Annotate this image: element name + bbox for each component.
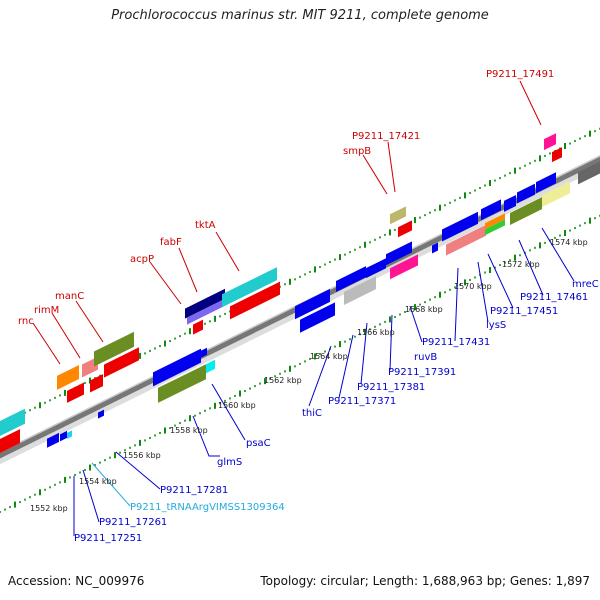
- label-P9211-17421[interactable]: P9211_17421: [352, 131, 420, 142]
- gene-feature[interactable]: [398, 220, 412, 238]
- label-P9211-17281[interactable]: P9211_17281: [160, 485, 228, 496]
- kbp-label: 1566 kbp: [357, 328, 395, 337]
- gene-feature[interactable]: [386, 241, 412, 266]
- gene-feature[interactable]: [98, 409, 104, 419]
- map-title: Prochlorococcus marinus str. MIT 9211, c…: [111, 8, 489, 23]
- gene-feature[interactable]: [552, 147, 562, 163]
- gene-feature[interactable]: [206, 359, 215, 374]
- reverse-labels: P9211_17251 P9211_17261 P9211_tRNAArgVIM…: [74, 279, 599, 544]
- label-smpB[interactable]: smpB: [343, 146, 371, 157]
- kbp-label: 1568 kbp: [405, 305, 443, 314]
- gene-feature[interactable]: [517, 183, 535, 204]
- label-rimM[interactable]: rimM: [34, 305, 59, 316]
- gene-feature[interactable]: [158, 364, 206, 403]
- gene-feature[interactable]: [0, 429, 20, 463]
- gene-feature[interactable]: [510, 197, 542, 225]
- label-P9211-17371[interactable]: P9211_17371: [328, 396, 396, 407]
- gene-feature[interactable]: [432, 242, 438, 254]
- gene-feature[interactable]: [67, 382, 84, 403]
- gene-feature[interactable]: [57, 364, 79, 390]
- label-P9211-17391[interactable]: P9211_17391: [388, 367, 456, 378]
- label-mreC[interactable]: mreC: [572, 279, 599, 290]
- upper-tick-row: [0, 127, 600, 426]
- gene-feature[interactable]: [67, 430, 72, 439]
- kbp-label: 1570 kbp: [454, 282, 492, 291]
- label-ruvB[interactable]: ruvB: [414, 352, 437, 363]
- gene-feature[interactable]: [47, 432, 59, 448]
- label-P9211-17491[interactable]: P9211_17491: [486, 69, 554, 80]
- reverse-genes: [47, 161, 600, 448]
- gene-feature[interactable]: [504, 194, 516, 212]
- topology-text: Topology: circular; Length: 1,688,963 bp…: [260, 574, 590, 588]
- kbp-label: 1556 kbp: [123, 451, 161, 460]
- gene-feature[interactable]: [222, 267, 277, 308]
- label-P9211-17431[interactable]: P9211_17431: [422, 337, 490, 348]
- label-tktA[interactable]: tktA: [195, 220, 216, 231]
- label-P9211-17451[interactable]: P9211_17451: [490, 306, 558, 317]
- gene-feature[interactable]: [94, 331, 134, 367]
- gene-feature[interactable]: [153, 348, 201, 387]
- gene-feature[interactable]: [60, 430, 67, 442]
- label-P9211-17381[interactable]: P9211_17381: [357, 382, 425, 393]
- gene-feature[interactable]: [485, 219, 505, 236]
- kbp-scale: 1552 kbp 1554 kbp 1556 kbp 1558 kbp 1560…: [30, 238, 588, 513]
- kbp-label: 1572 kbp: [502, 260, 540, 269]
- gene-feature[interactable]: [193, 319, 203, 335]
- gene-feature[interactable]: [104, 347, 139, 378]
- forward-labels: rnc rimM manC acpP fabF tktA smpB P9211_…: [18, 69, 554, 327]
- leader-lines: [32, 80, 575, 536]
- forward-genes: [0, 133, 562, 463]
- label-P9211-17251[interactable]: P9211_17251: [74, 533, 142, 544]
- gene-feature[interactable]: [485, 213, 505, 230]
- kbp-label: 1562 kbp: [264, 376, 302, 385]
- gene-feature[interactable]: [442, 211, 478, 242]
- label-thiC[interactable]: thiC: [302, 408, 322, 419]
- gene-feature[interactable]: [0, 408, 25, 446]
- label-P9211-tRNAArgVIMSS1309364[interactable]: P9211_tRNAArgVIMSS1309364: [130, 502, 285, 513]
- gene-feature[interactable]: [200, 347, 207, 359]
- accession-text: Accession: NC_009976: [8, 574, 145, 588]
- gene-feature[interactable]: [295, 288, 330, 320]
- gene-feature[interactable]: [90, 374, 103, 393]
- gene-feature[interactable]: [366, 258, 386, 279]
- label-P9211-17461[interactable]: P9211_17461: [520, 292, 588, 303]
- gene-feature[interactable]: [481, 199, 501, 221]
- kbp-label: 1574 kbp: [550, 238, 588, 247]
- gene-feature[interactable]: [578, 161, 600, 185]
- label-fabF[interactable]: fabF: [160, 237, 182, 248]
- label-psaC[interactable]: psaC: [246, 438, 271, 449]
- label-manC[interactable]: manC: [55, 291, 84, 302]
- gene-feature[interactable]: [336, 266, 366, 292]
- gene-feature[interactable]: [446, 224, 486, 256]
- label-acpP[interactable]: acpP: [130, 254, 154, 265]
- gene-feature[interactable]: [300, 302, 335, 333]
- kbp-label: 1558 kbp: [170, 426, 208, 435]
- gene-feature[interactable]: [390, 206, 406, 225]
- label-lysS[interactable]: lysS: [486, 320, 506, 331]
- label-glmS[interactable]: glmS: [217, 457, 242, 468]
- gene-feature[interactable]: [544, 133, 556, 151]
- label-rnc[interactable]: rnc: [18, 316, 34, 327]
- gene-feature[interactable]: [187, 298, 225, 325]
- kbp-label: 1560 kbp: [218, 401, 256, 410]
- gene-feature[interactable]: [390, 254, 418, 280]
- gene-feature[interactable]: [230, 281, 280, 320]
- label-P9211-17261[interactable]: P9211_17261: [99, 517, 167, 528]
- kbp-label: 1554 kbp: [79, 477, 117, 486]
- kbp-label: 1564 kbp: [310, 352, 348, 361]
- gene-feature[interactable]: [344, 276, 376, 305]
- gene-feature[interactable]: [185, 288, 225, 319]
- gene-feature[interactable]: [542, 181, 570, 208]
- lower-tick-row: [0, 214, 600, 513]
- gene-feature[interactable]: [536, 172, 556, 194]
- kbp-label: 1552 kbp: [30, 504, 68, 513]
